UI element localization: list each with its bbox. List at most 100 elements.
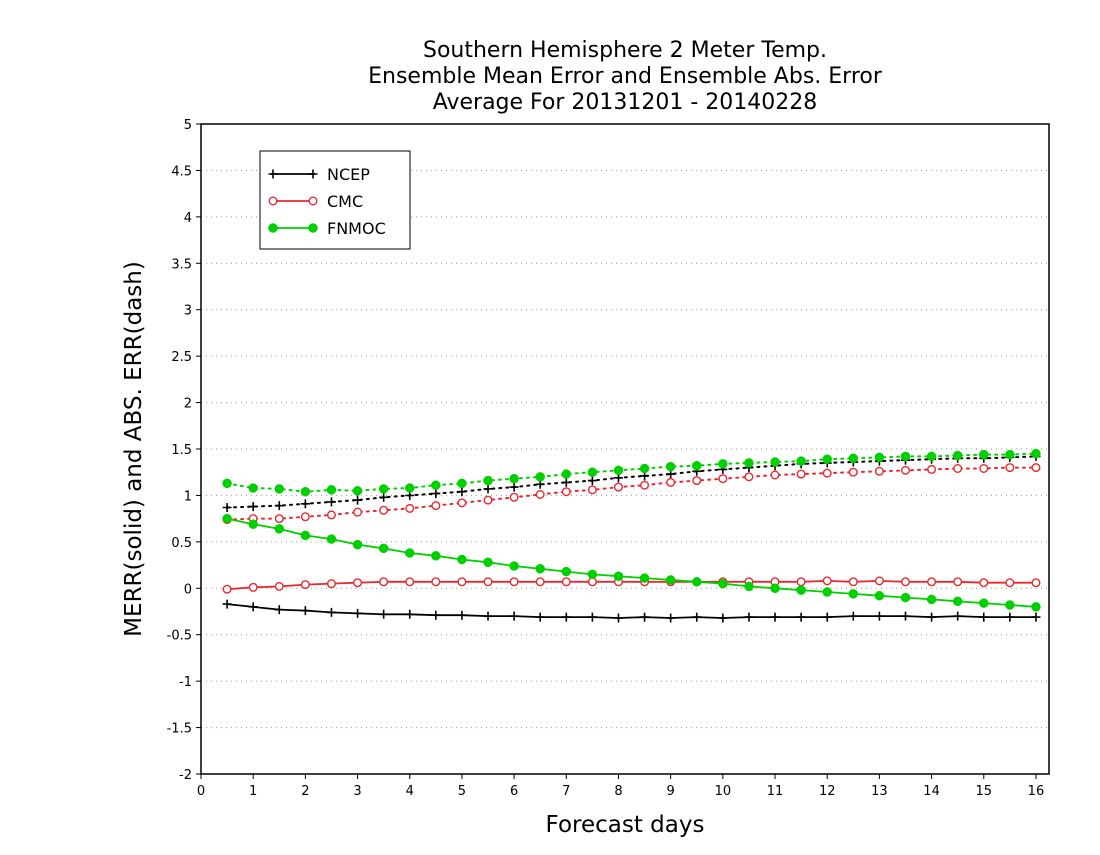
series-cmc-mean-error-point: [848, 577, 858, 587]
y-tick-label: 1.5: [171, 443, 192, 458]
series-ncep-abs-error-point: [222, 503, 232, 512]
x-tick-label: 7: [562, 784, 570, 799]
series-fnmoc-abs-error-point: [692, 460, 702, 471]
series-fnmoc-mean-error-point: [248, 519, 258, 529]
y-tick-label: -2: [179, 768, 192, 783]
series-fnmoc-abs-error-point: [300, 486, 311, 497]
y-tick-label: 4.5: [171, 164, 192, 179]
series-cmc-abs-error-point: [979, 464, 989, 474]
series-cmc: [222, 463, 1041, 594]
series-cmc-abs-error-line: [226, 466, 1037, 521]
series-ncep-mean-error-point: [300, 606, 310, 616]
series-fnmoc-mean-error-point: [404, 548, 415, 558]
series-cmc-mean-error-point: [822, 576, 832, 586]
series-ncep-abs-error-point: [457, 487, 467, 497]
series-fnmoc-mean-error-point: [222, 513, 232, 524]
series-cmc-mean-error-point: [300, 580, 310, 590]
series-ncep-mean-error-point: [718, 613, 728, 623]
series-fnmoc-abs-error-point: [378, 484, 389, 494]
series-cmc-abs-error-point: [300, 512, 310, 522]
series-ncep-mean-error-point: [692, 612, 702, 622]
series-fnmoc-abs-error-point: [222, 478, 232, 489]
series-fnmoc-abs-error-point: [587, 467, 598, 477]
series-cmc-mean-error-point: [379, 577, 389, 587]
x-tick-label: 9: [667, 784, 675, 799]
x-axis-label: Forecast days: [546, 812, 705, 838]
series-fnmoc-mean-error-point: [483, 557, 493, 568]
series-ncep-mean-error-point: [509, 611, 519, 621]
series-cmc-abs-error-point: [353, 507, 363, 517]
x-tick-label: 6: [510, 784, 518, 799]
series-ncep-mean-error-point: [770, 612, 780, 622]
series-cmc-abs-error-point: [848, 467, 858, 477]
series-fnmoc-abs-error-point: [431, 480, 441, 490]
series-fnmoc-mean-error-point: [796, 585, 806, 595]
series-cmc-abs-error-point: [509, 492, 519, 502]
series-fnmoc-abs-error-point: [952, 450, 963, 461]
series-cmc-mean-error-point: [561, 577, 571, 587]
series-fnmoc-mean-error-point: [587, 569, 598, 580]
series-cmc-abs-error-point: [483, 495, 493, 505]
series-cmc-mean-error-point: [326, 579, 336, 589]
series-ncep-mean-error-point: [405, 609, 415, 619]
series-fnmoc-mean-error-point: [900, 592, 911, 603]
series-fnmoc-abs-error-point: [979, 449, 989, 460]
series-ncep-abs-error-point: [274, 501, 284, 511]
series-cmc-abs-error-point: [379, 505, 389, 515]
series-fnmoc-abs-error-point: [718, 459, 728, 469]
series-fnmoc-abs-error-point: [665, 461, 676, 472]
series-fnmoc-mean-error-point: [1005, 600, 1015, 610]
x-tick-label: 15: [975, 784, 992, 799]
series-cmc-abs-error-point: [900, 465, 910, 475]
x-tick-label: 5: [458, 784, 466, 799]
series-cmc-abs-error-point: [927, 464, 937, 474]
series-ncep-mean-error-point: [274, 605, 284, 615]
x-tick-label: 16: [1028, 784, 1045, 799]
series-fnmoc-abs-error-point: [900, 451, 911, 462]
series-cmc-mean-error-point: [979, 578, 989, 588]
series-cmc-abs-error-point: [874, 466, 884, 476]
series-ncep-mean-error-point: [953, 611, 963, 621]
y-tick-label: -0.5: [167, 629, 192, 644]
series-fnmoc-abs-error-point: [457, 478, 467, 489]
legend-box: [259, 150, 411, 250]
series-ncep-mean-error-point: [744, 612, 754, 622]
x-tick-label: 4: [406, 784, 414, 799]
series-ncep-mean-error-point: [326, 607, 336, 617]
series-fnmoc-mean-error-point: [952, 596, 963, 607]
y-axis-label: MERR(solid) and ABS. ERR(dash): [121, 261, 147, 637]
series-fnmoc-mean-error-point: [326, 534, 337, 544]
x-tick-label: 10: [715, 784, 732, 799]
series-cmc-abs-error-point: [640, 480, 650, 490]
series-cmc-abs-error-point: [405, 503, 415, 513]
series-cmc-abs-error-point: [431, 501, 441, 511]
series-fnmoc-mean-error-point: [692, 577, 702, 587]
series-cmc-mean-error-point: [1031, 578, 1041, 588]
series-fnmoc-abs-error-point: [926, 451, 937, 462]
series-ncep-mean-error-point: [561, 612, 571, 622]
series-ncep-abs-error-point: [326, 497, 336, 507]
series-fnmoc: [222, 448, 1041, 612]
series-ncep-mean-error-point: [796, 612, 806, 622]
series-fnmoc-abs-error-point: [483, 475, 493, 486]
series-ncep-mean-error-point: [431, 610, 441, 620]
legend-cmc-marker: [268, 196, 278, 206]
series-ncep-mean-error-point: [222, 599, 232, 609]
series-ncep-mean-error-point: [822, 612, 832, 622]
series-ncep-mean-error-line: [227, 603, 1036, 619]
series-cmc-mean-error-point: [535, 577, 545, 587]
legend-fnmoc-marker: [308, 223, 318, 233]
series-cmc-mean-error-point: [953, 577, 963, 587]
y-tick-label: 1: [184, 489, 192, 504]
series-ncep-mean-error-point: [640, 612, 650, 622]
series-cmc-mean-error-point: [796, 577, 806, 587]
series-ncep-mean-error-point: [613, 613, 623, 623]
series-fnmoc-abs-error-point: [274, 484, 285, 494]
series-fnmoc-mean-error-point: [613, 571, 624, 581]
series-fnmoc-mean-error-point: [352, 539, 363, 550]
series-fnmoc-mean-error-point: [378, 543, 389, 554]
series-cmc-abs-error-point: [535, 490, 545, 500]
x-tick-label: 14: [923, 784, 940, 799]
legend-cmc-marker: [308, 196, 318, 206]
series-cmc-abs-error-point: [587, 485, 597, 495]
